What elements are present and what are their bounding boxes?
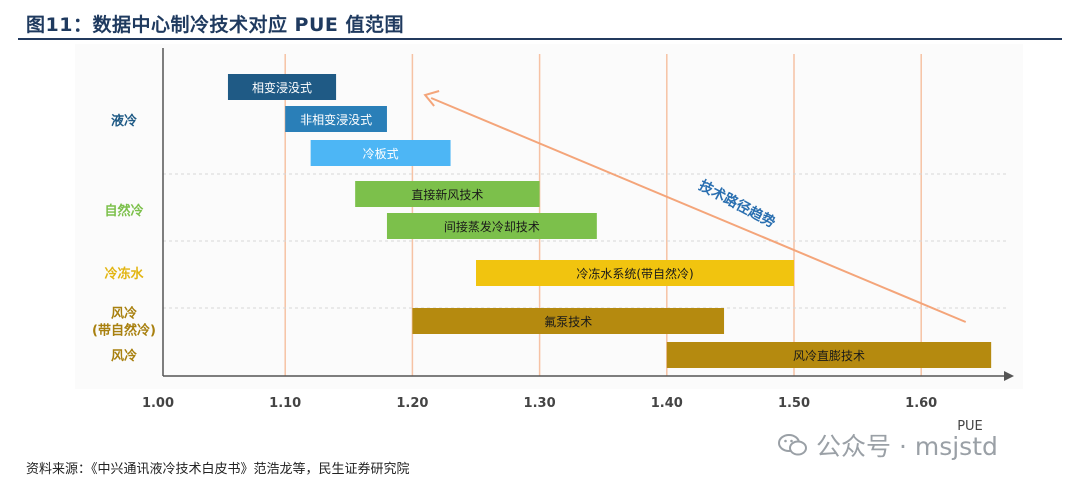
bar-label: 风冷直膨技术 (793, 349, 865, 363)
category-label: 自然冷 (104, 203, 143, 219)
bar-label: 相变浸没式 (252, 80, 312, 95)
bar-label: 直接新风技术 (411, 187, 483, 202)
range-bar (310, 140, 451, 166)
category-label: 风冷 (111, 348, 137, 364)
watermark-text: 公众号 · msjstd (816, 432, 998, 461)
range-bar (285, 106, 387, 132)
title-divider (18, 38, 1062, 40)
bar-label: 间接蒸发冷却技术 (444, 219, 540, 234)
figure-title: 图11：数据中心制冷技术对应 PUE 值范围 (26, 14, 405, 36)
range-bar (412, 308, 725, 334)
range-bar (386, 213, 597, 239)
watermark: 公众号 · msjstd (778, 427, 998, 463)
range-bar (476, 260, 794, 286)
trend-arrow-head (423, 90, 440, 107)
x-tick-label: 1.20 (396, 396, 428, 411)
category-label: 风冷 (111, 306, 137, 322)
range-bar (227, 74, 337, 100)
source-note: 资料来源：《中兴通讯液冷技术白皮书》范浩龙等，民生证券研究院 (26, 462, 410, 477)
x-tick-label: 1.00 (142, 396, 174, 411)
wechat-icon (778, 434, 807, 456)
category-label: 液冷 (111, 113, 137, 129)
trend-arrow-line (430, 97, 967, 323)
bar-label: 氟泵技术 (544, 315, 592, 329)
bar-label: 冷板式 (363, 147, 399, 161)
x-tick-label: 1.10 (269, 396, 301, 411)
x-axis-title: PUE (957, 419, 983, 434)
bar-label: 冷冻水系统(带自然冷) (576, 266, 693, 281)
x-tick-label: 1.50 (778, 396, 810, 411)
x-tick-label: 1.40 (651, 396, 683, 411)
bar-label: 非相变浸没式 (300, 112, 372, 127)
range-bar (355, 181, 540, 207)
x-axis-arrowhead (1004, 371, 1014, 381)
x-tick-label: 1.30 (524, 396, 556, 411)
category-label: 冷冻水 (104, 266, 144, 282)
category-label: (带自然冷) (92, 323, 156, 339)
x-tick-label: 1.60 (905, 396, 937, 411)
range-bar (666, 342, 992, 368)
